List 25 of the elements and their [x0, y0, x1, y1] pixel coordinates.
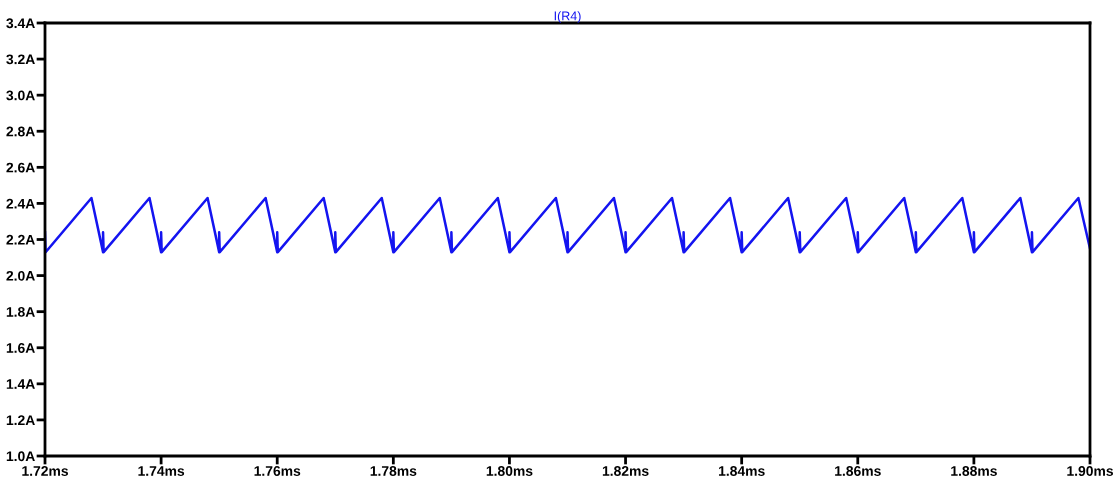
y-tick-label: 2.0A — [6, 270, 35, 281]
x-tick-label: 1.78ms — [370, 466, 417, 476]
y-tick-label: 3.4A — [6, 18, 35, 29]
x-tick-label: 1.80ms — [486, 466, 533, 476]
x-tick-label: 1.74ms — [138, 466, 185, 476]
x-tick-label: 1.88ms — [951, 466, 997, 476]
y-tick-label: 2.4A — [6, 198, 35, 209]
y-tick-label: 2.8A — [6, 126, 35, 137]
y-tick-label: 3.2A — [6, 54, 35, 65]
y-tick-label: 1.4A — [6, 379, 35, 389]
x-tick-label: 1.86ms — [835, 466, 881, 476]
y-tick-label: 1.6A — [6, 343, 35, 353]
y-tick-label: 2.2A — [6, 234, 35, 245]
x-tick-label: 1.76ms — [254, 466, 301, 476]
chart-title: I(R4) — [554, 11, 581, 23]
x-tick-label: 1.82ms — [602, 466, 649, 476]
x-tick-label: 1.72ms — [22, 466, 68, 476]
y-tick-label: 2.6A — [6, 162, 35, 173]
y-tick-label: 1.0A — [6, 451, 35, 462]
y-tick-label: 1.2A — [6, 415, 35, 425]
line-series — [45, 196, 1090, 254]
x-tick-label: 1.90ms — [1067, 466, 1113, 476]
y-tick-label: 3.0A — [6, 90, 35, 101]
x-tick-label: 1.84ms — [718, 466, 765, 476]
y-tick-label: 1.8A — [6, 307, 35, 317]
